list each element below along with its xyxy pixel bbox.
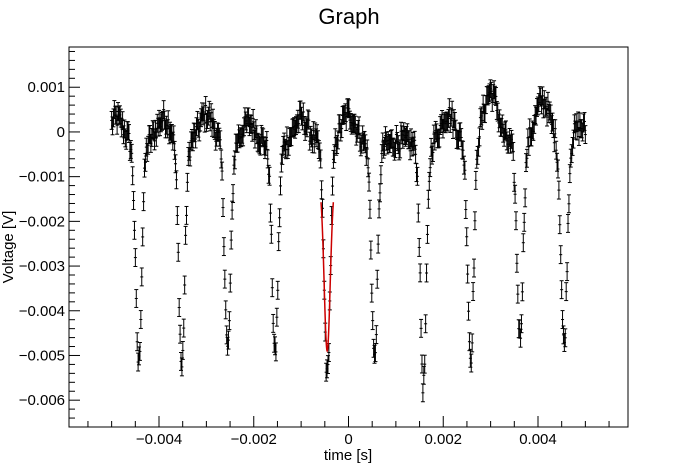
y-tick-label: −0.004 xyxy=(19,303,65,320)
x-axis-title: time [s] xyxy=(324,447,372,464)
y-tick-label: −0.006 xyxy=(19,392,65,409)
x-tick-label: −0.004 xyxy=(136,431,182,448)
y-tick-label: 0 xyxy=(57,124,65,141)
chart-title: Graph xyxy=(318,4,379,29)
y-tick-label: −0.002 xyxy=(19,213,65,230)
y-tick-label: 0.001 xyxy=(27,79,65,96)
x-tick-label: 0 xyxy=(344,431,352,448)
y-axis-title: Voltage [V] xyxy=(0,211,17,284)
y-tick-label: −0.003 xyxy=(19,258,65,275)
x-tick-label: 0.002 xyxy=(424,431,462,448)
x-tick-label: 0.004 xyxy=(519,431,557,448)
x-tick-label: −0.002 xyxy=(231,431,277,448)
y-tick-label: −0.001 xyxy=(19,169,65,186)
y-tick-label: −0.005 xyxy=(19,347,65,364)
